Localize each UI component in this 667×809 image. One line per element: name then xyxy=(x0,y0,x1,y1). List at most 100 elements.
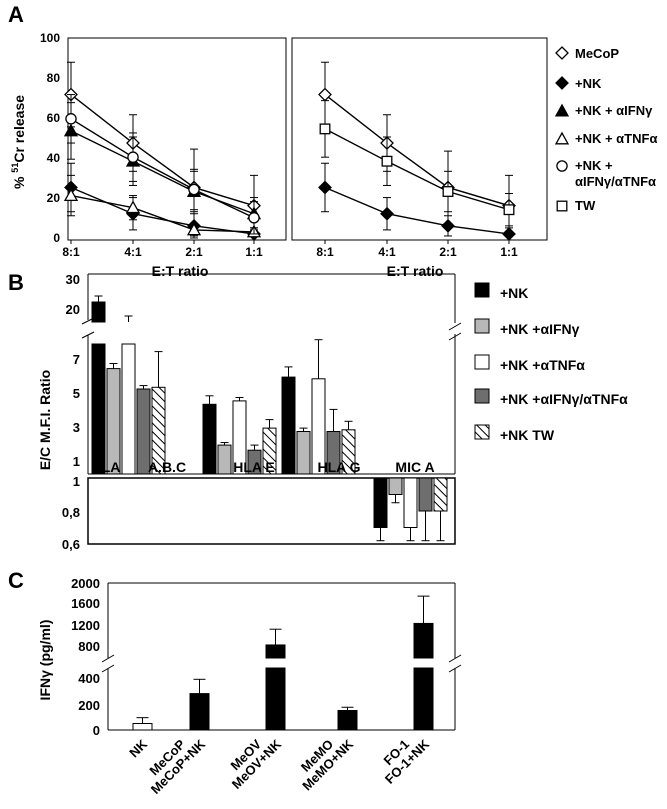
legend-a-label: +NK + αIFNγ xyxy=(575,103,653,118)
y-axis-label-c: IFNγ (pg/ml) xyxy=(37,620,53,701)
panel-label-b: B xyxy=(8,270,24,295)
y-tick-c: 800 xyxy=(78,639,100,654)
y-axis-label-b: E/C M.F.I. Ratio xyxy=(37,370,53,470)
data-point xyxy=(63,188,79,202)
y-tick-b: 0,8 xyxy=(62,505,80,520)
y-tick-b: 20 xyxy=(66,302,80,317)
y-tick-c: 1600 xyxy=(71,596,100,611)
legend-a-label: +NK + αTNFα xyxy=(575,131,657,146)
legend-swatch xyxy=(474,282,490,298)
plot-a-right-frame xyxy=(291,37,548,241)
group-label-b: HLA E xyxy=(233,459,274,475)
panel-label-a: A xyxy=(8,2,24,27)
bar xyxy=(265,667,286,731)
group-label-b: A.B.C xyxy=(148,459,186,475)
y-tick-b: 5 xyxy=(73,386,80,401)
bar xyxy=(373,477,388,528)
x-tick: 1:1 xyxy=(245,245,263,259)
x-tick: 4:1 xyxy=(124,245,142,259)
legend-a: MeCoP +NK +NK + αIFNγ +NK + αTNFα +NK + … xyxy=(554,46,657,213)
bar xyxy=(91,301,106,323)
bar xyxy=(265,644,286,659)
data-point xyxy=(318,180,332,195)
panel-c: IFNγ (pg/ml) 2000 1600 1200 800 400 200 … xyxy=(37,576,462,797)
legend-swatch xyxy=(474,318,490,334)
legend-b-label: +NK +αIFNγ xyxy=(500,321,580,337)
x-tick: 4:1 xyxy=(378,245,396,259)
y-tick-c: 400 xyxy=(78,671,100,686)
group-labels-b: HLA A.B.C HLA E HLA G MIC A xyxy=(92,459,435,475)
series-line xyxy=(70,186,255,235)
bar xyxy=(281,376,296,475)
bar xyxy=(413,622,434,659)
series-line xyxy=(70,194,255,233)
data-point xyxy=(186,222,202,236)
x-tick: 2:1 xyxy=(185,245,203,259)
data-point xyxy=(556,160,568,172)
plot-c xyxy=(132,595,434,731)
y-tick-b: 3 xyxy=(73,420,80,435)
legend-b-label: +NK +αTNFα xyxy=(500,357,585,373)
series-line xyxy=(324,94,510,207)
x-tick: 8:1 xyxy=(316,245,334,259)
y-tick-b: 30 xyxy=(66,272,80,287)
x-tick: 1:1 xyxy=(500,245,518,259)
data-point xyxy=(318,87,332,102)
legend-a-label: MeCoP xyxy=(575,46,619,61)
y-tick-a: 40 xyxy=(47,151,61,165)
data-point xyxy=(65,113,77,125)
plot-b-inset-frame xyxy=(87,477,456,545)
bar xyxy=(337,710,358,731)
y-tick-c: 0 xyxy=(93,723,100,738)
plot-a-right: 8:1 4:1 2:1 1:1 xyxy=(316,61,518,259)
legend-a-label: αIFNγ/αTNFα xyxy=(575,174,656,189)
legend-a-label: TW xyxy=(575,198,596,213)
bar xyxy=(132,723,153,731)
y-axis-label-a: % 51Cr release xyxy=(10,95,27,189)
y-tick-a: 100 xyxy=(40,31,60,45)
series-line xyxy=(70,130,255,215)
y-tick-b: 1 xyxy=(73,454,80,469)
series-line xyxy=(70,94,255,207)
data-point xyxy=(381,155,393,167)
bar xyxy=(403,477,418,528)
y-tick-a: 0 xyxy=(53,231,60,245)
data-point xyxy=(555,76,569,90)
plot-a-left: 8:1 4:1 2:1 1:1 xyxy=(62,61,263,259)
legend-b-label: +NK TW xyxy=(500,427,555,443)
data-point xyxy=(442,186,454,197)
series-line xyxy=(324,186,510,235)
plot-a-left-frame xyxy=(67,37,287,241)
bar xyxy=(388,477,403,495)
group-label-b: MIC A xyxy=(395,459,434,475)
x-tick: 8:1 xyxy=(62,245,80,259)
y-tick-c: 1200 xyxy=(71,618,100,633)
legend-swatch xyxy=(474,424,490,440)
legend-b-label: +NK xyxy=(500,285,528,301)
plot-b xyxy=(91,295,448,542)
data-point xyxy=(554,103,570,117)
legend-a-label: +NK + xyxy=(575,158,613,173)
legend-b: +NK +NK +αIFNγ +NK +αTNFα +NK +αIFNγ/αTN… xyxy=(474,282,628,443)
data-point xyxy=(441,218,455,233)
data-point xyxy=(380,206,394,221)
data-point xyxy=(556,200,568,212)
y-tick-a: 20 xyxy=(47,191,61,205)
series-line xyxy=(70,118,255,219)
bar xyxy=(202,403,217,475)
bar xyxy=(296,431,311,475)
y-ticks-a: 100 80 60 40 20 0 xyxy=(40,31,60,245)
data-point xyxy=(125,200,141,214)
y-tick-c: 2000 xyxy=(71,576,100,591)
legend-swatch xyxy=(474,354,490,370)
group-label-b: HLA xyxy=(92,459,121,475)
y-tick-c: 200 xyxy=(78,698,100,713)
y-tick-b: 1 xyxy=(73,474,80,489)
panel-b: E/C M.F.I. Ratio 30 20 7 5 3 1 1 0,8 0, xyxy=(37,272,628,552)
legend-a-label: +NK xyxy=(575,76,602,91)
bar xyxy=(121,343,136,475)
y-tick-b: 7 xyxy=(73,352,80,367)
y-tick-b: 0,6 xyxy=(62,537,80,552)
x-tick: 2:1 xyxy=(439,245,457,259)
